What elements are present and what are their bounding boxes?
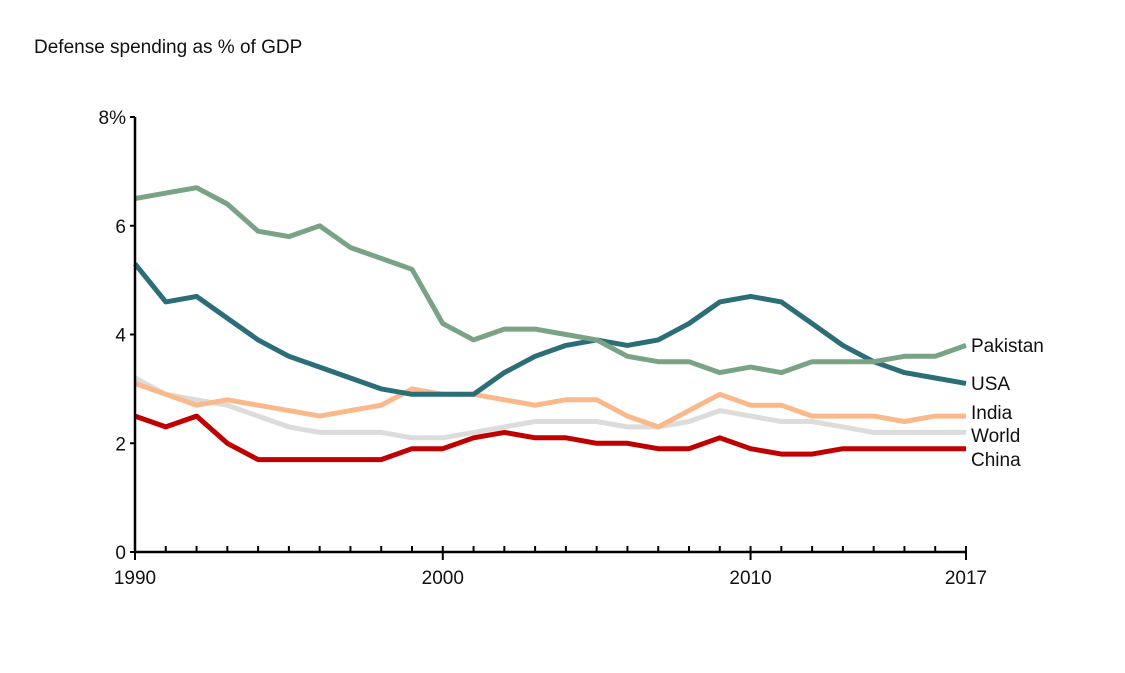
x-tick-label: 2010 <box>729 568 771 589</box>
series-line-india <box>134 381 966 430</box>
axes: 0 2 4 6 8% 1990 2000 2010 2017 <box>99 108 988 589</box>
y-tick-label: 8% <box>99 108 127 129</box>
series-label-china: China <box>971 450 1021 471</box>
series-group <box>133 185 967 463</box>
series-line-pakistan <box>134 185 967 376</box>
x-tick-label: 1990 <box>114 568 156 589</box>
series-label-world: World <box>971 426 1020 447</box>
y-tick-label: 4 <box>115 326 126 347</box>
series-label-usa: USA <box>971 374 1010 395</box>
x-tick-label: 2000 <box>422 568 464 589</box>
series-line-china <box>134 413 966 463</box>
series-label-pakistan: Pakistan <box>971 336 1044 357</box>
x-tick-label: 2017 <box>945 568 987 589</box>
chart-title: Defense spending as % of GDP <box>34 37 302 58</box>
y-tick-label: 6 <box>115 217 126 238</box>
series-line-world <box>133 375 966 441</box>
series-line-usa <box>133 262 967 397</box>
y-tick-label: 2 <box>115 434 126 455</box>
series-label-india: India <box>971 403 1013 424</box>
y-tick-label: 0 <box>115 543 126 564</box>
